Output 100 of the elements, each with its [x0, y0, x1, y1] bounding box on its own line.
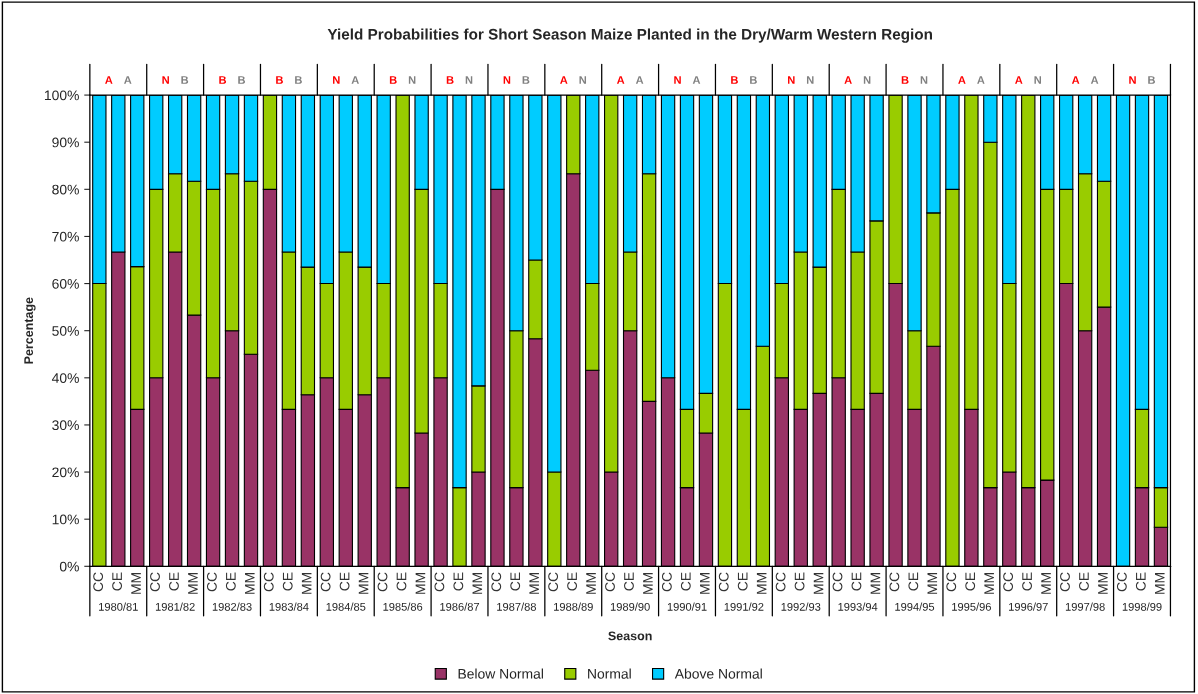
x-tick-label: MM	[301, 573, 312, 594]
text: 1984/85	[326, 602, 366, 611]
text: A	[977, 76, 985, 84]
x-tick-label: CE	[225, 572, 236, 591]
x-tick-label: MM	[643, 573, 653, 594]
x-tick-label: CC	[718, 572, 729, 592]
x-tick-label: CC	[377, 572, 388, 592]
text: 1982/83	[212, 602, 252, 611]
x-tick-label: MM	[700, 573, 710, 594]
y-tick-label: 90%	[52, 137, 79, 148]
legend-label: Above Normal	[674, 668, 762, 679]
text: B	[731, 76, 738, 84]
x-tick-label: MM	[245, 573, 255, 594]
text: A	[844, 76, 852, 84]
text: N	[408, 76, 416, 84]
x-tick-label: CC	[1116, 572, 1127, 592]
y-tick-label: 0%	[59, 561, 79, 572]
x-tick-label: CE	[908, 572, 919, 591]
x-tick-label: MM	[358, 573, 369, 594]
legend-label: Below Normal	[458, 668, 543, 679]
text: N	[674, 76, 681, 84]
text: B	[389, 76, 397, 84]
y-tick-label: 70%	[52, 231, 79, 242]
x-tick-label: CC	[491, 572, 502, 592]
text: A	[616, 76, 625, 84]
text: B	[1148, 76, 1155, 84]
x-tick-label: CC	[150, 572, 160, 592]
text: 1993/94	[838, 602, 878, 611]
y-tick-label: 40%	[51, 373, 79, 383]
x-tick-label: CE	[1079, 572, 1089, 591]
x-tick-label: MM	[813, 573, 824, 594]
y-tick-label: 60%	[52, 278, 79, 289]
x-tick-label: CC	[548, 572, 559, 592]
x-axis-title: Season	[608, 631, 652, 641]
text: A	[560, 76, 568, 84]
text: 1997/98	[1065, 602, 1105, 611]
text: 1989/90	[610, 602, 650, 611]
text: N	[863, 76, 871, 84]
text: A	[958, 76, 966, 84]
chart-title: Yield Probabilities for Short Season Maize Planted in the Dry/Warm Western Region	[327, 28, 932, 43]
x-tick-label: CC	[93, 572, 104, 592]
x-tick-label: CE	[169, 572, 179, 591]
x-tick-label: CC	[605, 572, 615, 592]
text: 1983/84	[269, 602, 309, 611]
x-tick-label: MM	[1098, 573, 1108, 594]
text: N	[333, 76, 340, 84]
x-tick-label: CE	[1135, 572, 1146, 591]
text: 1995/96	[952, 602, 991, 611]
x-tick-label: MM	[415, 573, 426, 594]
x-tick-label: MM	[472, 573, 483, 594]
x-tick-label: MM	[870, 573, 881, 594]
x-tick-label: CE	[794, 572, 805, 591]
text: B	[219, 76, 227, 84]
text: 1986/87	[440, 602, 480, 611]
text: B	[181, 76, 189, 84]
x-tick-label: CC	[889, 572, 900, 592]
x-tick-label: CE	[851, 572, 862, 591]
text: N	[1034, 76, 1042, 84]
text: 1980/81	[99, 602, 138, 611]
text: B	[295, 76, 302, 84]
x-tick-label: MM	[586, 573, 596, 594]
y-axis-title: Percentage	[24, 297, 36, 364]
x-tick-label: MM	[188, 573, 198, 594]
x-tick-label: CC	[832, 572, 843, 592]
x-tick-label: MM	[1041, 573, 1051, 594]
text: A	[1015, 76, 1023, 84]
x-tick-label: CE	[1022, 572, 1032, 591]
x-tick-label: CC	[946, 572, 957, 592]
x-tick-label: CC	[661, 572, 672, 592]
x-tick-label: CE	[396, 572, 407, 591]
text: 1998/99	[1122, 602, 1162, 611]
x-tick-label: CE	[112, 572, 123, 591]
x-tick-label: CC	[206, 572, 217, 592]
x-tick-label: MM	[131, 573, 141, 594]
x-tick-label: CE	[510, 572, 521, 591]
x-tick-label: MM	[927, 573, 938, 594]
text: 1988/89	[554, 602, 593, 611]
text: A	[105, 76, 113, 84]
x-tick-label: CE	[567, 572, 577, 591]
text: A	[124, 76, 132, 84]
text: N	[920, 76, 928, 84]
text: N	[503, 76, 511, 84]
text: N	[1129, 76, 1136, 84]
x-tick-label: CE	[282, 572, 293, 591]
text: 1987/88	[497, 602, 536, 611]
text: B	[446, 76, 454, 84]
x-tick-label: MM	[1155, 573, 1165, 594]
text: B	[238, 76, 246, 84]
y-tick-label: 50%	[52, 326, 79, 336]
text: 1994/95	[895, 602, 935, 611]
text: 1985/86	[383, 602, 423, 611]
x-tick-label: MM	[984, 573, 994, 594]
text: A	[692, 76, 701, 84]
text: N	[465, 76, 473, 84]
y-tick-label: 20%	[52, 467, 79, 478]
x-tick-label: CE	[339, 572, 350, 591]
x-tick-label: CC	[434, 572, 445, 592]
text: A	[635, 76, 644, 84]
text: A	[1090, 76, 1099, 84]
text: 1991/92	[724, 602, 764, 611]
